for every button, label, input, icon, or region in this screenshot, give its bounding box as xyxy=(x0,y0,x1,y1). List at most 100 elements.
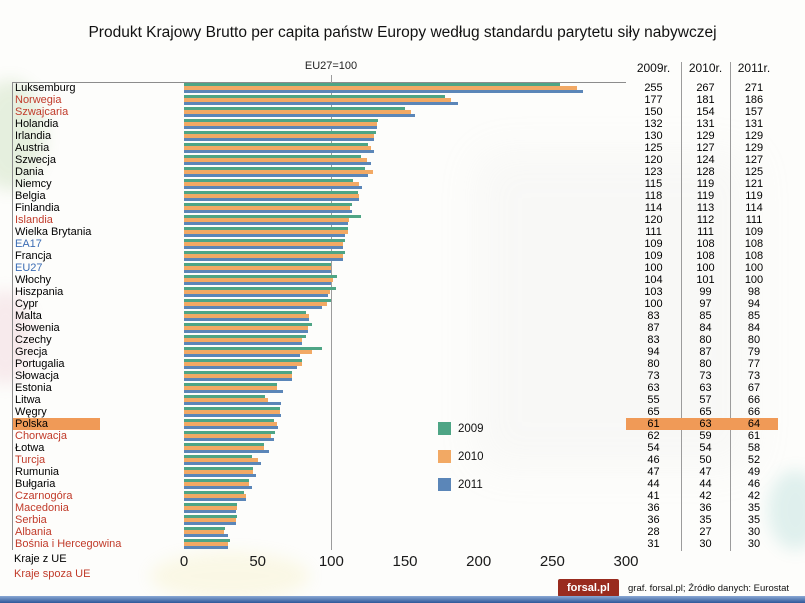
bar-2009 xyxy=(184,154,361,159)
bar-2010 xyxy=(184,434,271,438)
value-2009: 177 xyxy=(644,94,663,106)
country-label-cell: EU27 xyxy=(12,262,184,274)
value-2009: 87 xyxy=(647,322,660,334)
bar-2010 xyxy=(184,494,246,498)
bottom-strip xyxy=(0,596,805,603)
value-2009: 80 xyxy=(647,358,660,370)
bar-group xyxy=(184,334,626,346)
value-2010: 99 xyxy=(699,286,712,298)
country-label-cell: Czechy xyxy=(12,334,184,346)
country-label-cell: Turcja xyxy=(12,454,184,466)
table-column-separator xyxy=(730,62,731,551)
country-row: Luksemburg 255 267 271 xyxy=(12,82,778,94)
country-row: Litwa 55 57 66 xyxy=(12,394,778,406)
country-row: Łotwa 54 54 58 xyxy=(12,442,778,454)
value-2009: 63 xyxy=(647,382,660,394)
value-2011: 186 xyxy=(744,94,764,106)
country-label: Słowacja xyxy=(15,370,60,382)
bar-group xyxy=(184,214,626,226)
value-2011: 46 xyxy=(747,478,761,490)
value-2010: 63 xyxy=(699,382,712,394)
value-2011: 119 xyxy=(745,190,763,202)
value-2009: 100 xyxy=(644,262,663,274)
bar-group xyxy=(184,466,626,478)
bar-2010 xyxy=(184,122,377,126)
value-2009: 150 xyxy=(644,106,663,118)
bar-2010 xyxy=(184,338,302,342)
forsal-logo: forsal.pl xyxy=(558,579,619,597)
bar-group xyxy=(184,274,626,286)
bar-2009 xyxy=(184,466,254,471)
bar-2009 xyxy=(184,202,352,207)
country-label: Norwegia xyxy=(15,94,62,106)
value-2010: 100 xyxy=(696,262,715,274)
country-label: Finlandia xyxy=(15,202,60,214)
x-tick-label: 50 xyxy=(249,553,266,570)
bar-2011 xyxy=(184,485,252,490)
country-label-cell: Litwa xyxy=(12,394,184,406)
value-2010: 27 xyxy=(699,526,712,538)
country-label: Estonia xyxy=(15,382,52,394)
value-2009: 114 xyxy=(644,202,663,214)
bar-2009 xyxy=(184,346,323,351)
bar-2009 xyxy=(184,166,366,171)
bar-2011 xyxy=(184,473,257,478)
page-title: Produkt Krajowy Brutto per capita państw… xyxy=(88,24,717,41)
country-label-cell: Norwegia xyxy=(12,94,184,106)
value-2011: 271 xyxy=(744,82,764,94)
country-label-cell: Niemcy xyxy=(12,178,184,190)
bar-2011 xyxy=(184,245,344,250)
value-2011: 77 xyxy=(747,358,761,370)
bar-group xyxy=(184,130,626,142)
bar-group xyxy=(184,154,626,166)
legend-item: 2009 xyxy=(438,422,484,435)
bar-2009 xyxy=(184,526,226,531)
value-2011: 109 xyxy=(744,226,764,238)
value-2011: 42 xyxy=(747,490,761,502)
bar-2009 xyxy=(184,334,307,339)
value-2011: 67 xyxy=(747,382,761,394)
bar-2009 xyxy=(184,226,348,231)
country-label: Niemcy xyxy=(15,178,52,190)
bar-2011 xyxy=(184,353,301,358)
country-row: Wielka Brytania 111 111 109 xyxy=(12,226,778,238)
country-row: Cypr 100 97 94 xyxy=(12,298,778,310)
bar-group xyxy=(184,238,626,250)
country-label-cell: Węgry xyxy=(12,406,184,418)
value-2011: 73 xyxy=(747,370,761,382)
value-2010: 59 xyxy=(699,430,712,442)
country-label-cell: Bułgaria xyxy=(12,478,184,490)
value-2011: 66 xyxy=(747,394,761,406)
value-2011: 30 xyxy=(747,538,761,550)
value-2009: 123 xyxy=(644,166,663,178)
value-2010: 124 xyxy=(696,154,715,166)
country-label-cell: Cypr xyxy=(12,298,184,310)
value-2011: 121 xyxy=(744,178,764,190)
value-2011: 129 xyxy=(744,142,764,154)
country-row: Słowacja 73 73 73 xyxy=(12,370,778,382)
bar-group xyxy=(184,478,626,490)
note-eu-countries: Kraje z UE xyxy=(14,553,67,565)
background-decoration xyxy=(150,552,310,600)
bar-2009 xyxy=(184,82,560,87)
bar-2009 xyxy=(184,190,358,195)
bar-group xyxy=(184,538,626,550)
bar-2010 xyxy=(184,182,360,186)
value-2009: 111 xyxy=(645,226,662,238)
bar-2010 xyxy=(184,410,280,414)
value-2009: 115 xyxy=(644,178,663,190)
bar-2009 xyxy=(184,442,264,447)
bar-2010 xyxy=(184,206,351,210)
bar-2010 xyxy=(184,242,344,246)
value-2010: 113 xyxy=(696,202,715,214)
bar-2009 xyxy=(184,430,276,435)
value-2009: 130 xyxy=(644,130,663,142)
country-label: Cypr xyxy=(15,298,39,310)
x-tick-label: 150 xyxy=(392,553,418,570)
bar-group xyxy=(184,190,626,202)
bar-2010 xyxy=(184,230,348,234)
bar-group xyxy=(184,262,626,274)
bar-group xyxy=(184,370,626,382)
bar-2009 xyxy=(184,262,332,267)
bar-group xyxy=(184,178,626,190)
